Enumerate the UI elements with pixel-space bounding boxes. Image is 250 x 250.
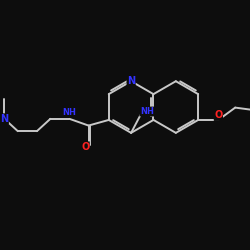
Text: N: N (127, 76, 135, 86)
Text: O: O (214, 110, 222, 120)
Text: NH: NH (140, 107, 154, 116)
Text: N: N (0, 114, 8, 124)
Text: O: O (81, 142, 89, 152)
Text: NH: NH (62, 108, 76, 117)
